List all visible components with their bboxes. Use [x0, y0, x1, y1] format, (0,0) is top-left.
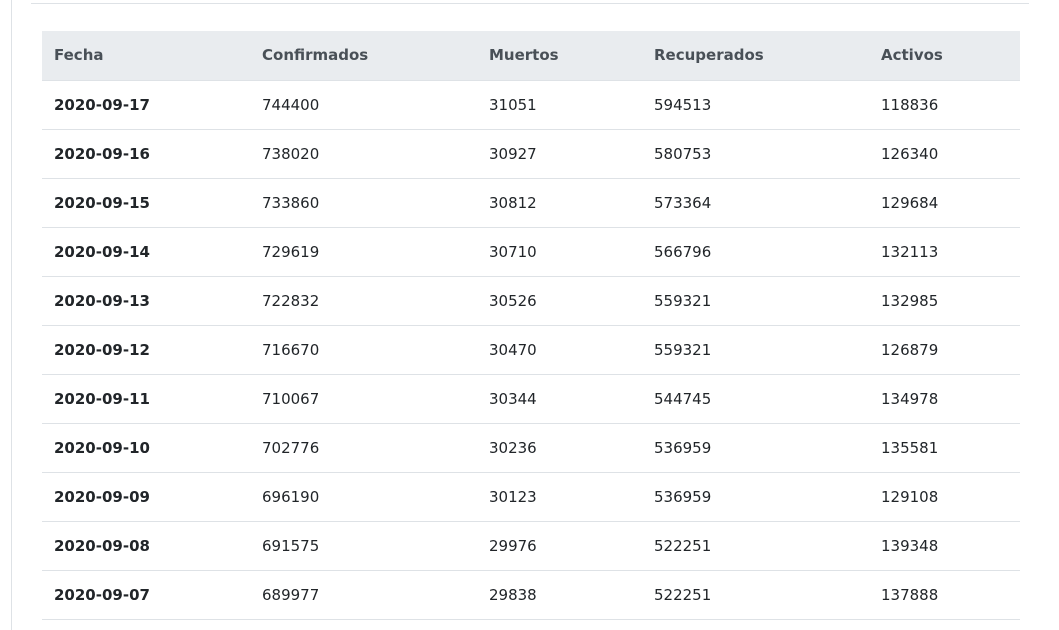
cell-muertos: 30123 [477, 472, 642, 522]
table-row: 2020-09-12 716670 30470 559321 126879 [42, 325, 1020, 375]
cell-recuperados: 573364 [642, 178, 869, 228]
cell-muertos: 29976 [477, 521, 642, 571]
column-header-confirmados: Confirmados [250, 31, 477, 81]
cell-activos: 135581 [869, 423, 1020, 473]
column-header-muertos: Muertos [477, 31, 642, 81]
cell-recuperados: 594513 [642, 80, 869, 130]
cell-activos: 129684 [869, 178, 1020, 228]
cell-recuperados: 536959 [642, 472, 869, 522]
cell-muertos: 30236 [477, 423, 642, 473]
cell-recuperados: 566796 [642, 227, 869, 277]
table-row: 2020-09-13 722832 30526 559321 132985 [42, 276, 1020, 326]
cell-recuperados: 522251 [642, 521, 869, 571]
cell-recuperados: 544745 [642, 374, 869, 424]
table-row: 2020-09-17 744400 31051 594513 118836 [42, 80, 1020, 130]
table-row: 2020-09-10 702776 30236 536959 135581 [42, 423, 1020, 473]
table-row: 2020-09-08 691575 29976 522251 139348 [42, 521, 1020, 571]
column-header-recuperados: Recuperados [642, 31, 869, 81]
cell-activos: 126340 [869, 129, 1020, 179]
table-header-row: Fecha Confirmados Muertos Recuperados Ac… [42, 31, 1020, 81]
table-row: 2020-09-15 733860 30812 573364 129684 [42, 178, 1020, 228]
cell-recuperados: 580753 [642, 129, 869, 179]
table-row: 2020-09-16 738020 30927 580753 126340 [42, 129, 1020, 179]
cell-activos: 137888 [869, 570, 1020, 620]
cell-confirmados: 710067 [250, 374, 477, 424]
cell-fecha: 2020-09-07 [42, 570, 250, 620]
cell-muertos: 29838 [477, 570, 642, 620]
cell-confirmados: 722832 [250, 276, 477, 326]
cell-confirmados: 729619 [250, 227, 477, 277]
cell-muertos: 30526 [477, 276, 642, 326]
cell-fecha: 2020-09-08 [42, 521, 250, 571]
cell-activos: 132985 [869, 276, 1020, 326]
cell-fecha: 2020-09-17 [42, 80, 250, 130]
cell-recuperados: 559321 [642, 325, 869, 375]
cell-activos: 126879 [869, 325, 1020, 375]
table-row: 2020-09-09 696190 30123 536959 129108 [42, 472, 1020, 522]
data-table: Fecha Confirmados Muertos Recuperados Ac… [42, 31, 1020, 620]
cell-muertos: 31051 [477, 80, 642, 130]
cell-fecha: 2020-09-16 [42, 129, 250, 179]
table-row: 2020-09-14 729619 30710 566796 132113 [42, 227, 1020, 277]
cell-muertos: 30710 [477, 227, 642, 277]
divider [31, 3, 1029, 4]
cell-confirmados: 691575 [250, 521, 477, 571]
cell-muertos: 30470 [477, 325, 642, 375]
cell-fecha: 2020-09-13 [42, 276, 250, 326]
cell-activos: 118836 [869, 80, 1020, 130]
cell-muertos: 30812 [477, 178, 642, 228]
cell-confirmados: 696190 [250, 472, 477, 522]
cell-confirmados: 702776 [250, 423, 477, 473]
cell-fecha: 2020-09-09 [42, 472, 250, 522]
cell-activos: 129108 [869, 472, 1020, 522]
cell-recuperados: 522251 [642, 570, 869, 620]
cell-fecha: 2020-09-11 [42, 374, 250, 424]
column-header-fecha: Fecha [42, 31, 250, 81]
table-row: 2020-09-07 689977 29838 522251 137888 [42, 570, 1020, 620]
cell-fecha: 2020-09-12 [42, 325, 250, 375]
cell-confirmados: 716670 [250, 325, 477, 375]
column-header-activos: Activos [869, 31, 1020, 81]
cell-confirmados: 733860 [250, 178, 477, 228]
cell-confirmados: 689977 [250, 570, 477, 620]
cell-activos: 139348 [869, 521, 1020, 571]
cell-confirmados: 738020 [250, 129, 477, 179]
cell-fecha: 2020-09-14 [42, 227, 250, 277]
cell-muertos: 30344 [477, 374, 642, 424]
cell-activos: 132113 [869, 227, 1020, 277]
cell-activos: 134978 [869, 374, 1020, 424]
cell-confirmados: 744400 [250, 80, 477, 130]
cell-recuperados: 559321 [642, 276, 869, 326]
cell-recuperados: 536959 [642, 423, 869, 473]
cell-fecha: 2020-09-10 [42, 423, 250, 473]
cell-fecha: 2020-09-15 [42, 178, 250, 228]
cell-muertos: 30927 [477, 129, 642, 179]
table-row: 2020-09-11 710067 30344 544745 134978 [42, 374, 1020, 424]
